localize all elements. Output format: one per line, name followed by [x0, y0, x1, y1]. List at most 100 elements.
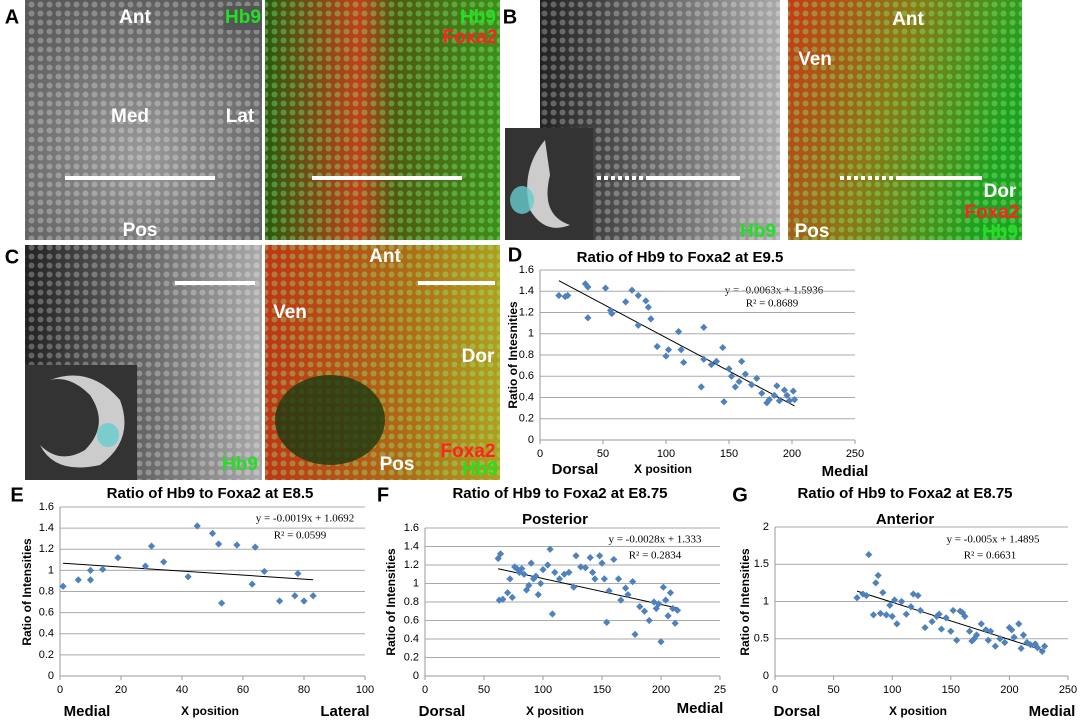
data-point: [673, 606, 682, 614]
x-end-label: Medial: [822, 463, 869, 480]
data-point: [735, 377, 743, 386]
data-point: [886, 601, 894, 609]
data-point: [725, 365, 733, 373]
orientation-label: Ant: [119, 7, 151, 28]
data-point: [622, 584, 630, 592]
trend-equation: y = -0.0028x + 1.333: [608, 534, 702, 546]
x-start-label: Medial: [64, 703, 111, 720]
data-point: [610, 555, 618, 564]
data-point: [208, 529, 217, 538]
trend-r2: R² = 0.2834: [629, 550, 682, 562]
data-point: [546, 545, 554, 553]
data-point: [495, 596, 503, 604]
data-point: [147, 542, 156, 550]
x-end-label: Medial: [1029, 703, 1076, 720]
data-point: [527, 559, 535, 567]
y-tick-label: 0.6: [39, 607, 54, 619]
data-point: [942, 614, 950, 622]
y-tick-label: 0: [48, 670, 54, 682]
x-tick-label: 150: [720, 448, 738, 460]
data-point: [659, 583, 667, 591]
data-point: [909, 590, 917, 598]
data-point: [617, 596, 625, 604]
data-point: [251, 543, 259, 551]
x-tick-label: 100: [534, 684, 552, 696]
data-point: [644, 303, 652, 311]
data-point: [984, 636, 992, 644]
x-tick-label: 0: [537, 448, 543, 460]
data-point: [773, 382, 781, 390]
data-point: [596, 552, 604, 560]
data-point: [977, 620, 985, 628]
y-tick-label: 0: [528, 434, 534, 446]
data-point: [961, 612, 969, 620]
data-point: [622, 298, 630, 306]
data-point: [628, 286, 636, 294]
y-tick-label: 1.6: [519, 264, 534, 276]
data-point: [876, 609, 885, 618]
data-point: [1038, 647, 1046, 656]
data-point: [675, 328, 683, 336]
cell-texture: [25, 0, 262, 240]
data-point: [551, 568, 559, 576]
channel-label: Foxa2: [965, 202, 1020, 223]
data-point: [591, 575, 599, 583]
data-point: [160, 558, 168, 566]
data-point: [935, 610, 943, 618]
data-point: [785, 397, 794, 405]
data-point: [522, 586, 531, 594]
data-point: [907, 603, 915, 611]
data-point: [506, 575, 514, 583]
trend-r2: R² = 0.8689: [746, 298, 799, 310]
data-point: [712, 357, 720, 365]
data-point: [664, 346, 673, 354]
x-tick-label: 50: [478, 684, 490, 696]
data-point: [1010, 633, 1018, 641]
data-point: [560, 570, 568, 578]
x-end-label: Lateral: [320, 703, 369, 720]
data-point: [664, 612, 672, 620]
data-point: [605, 587, 613, 595]
data-point: [888, 612, 896, 620]
channel-label: Foxa2: [443, 27, 498, 48]
x-start-label: Dorsal: [552, 461, 599, 478]
data-point: [783, 391, 791, 399]
y-tick-label: 0.8: [519, 349, 534, 361]
chart-title: Ratio of Hb9 to Foxa2 at E9.5: [577, 249, 784, 266]
data-point: [141, 562, 149, 570]
orientation-label: Pos: [123, 220, 158, 241]
data-point: [193, 522, 201, 530]
channel-label: Hb9: [225, 7, 261, 28]
data-point: [555, 575, 564, 583]
data-point: [853, 594, 861, 602]
y-axis-label: Ratio of Intensities: [738, 548, 752, 656]
y-tick-label: 0.8: [404, 596, 419, 608]
data-point: [765, 396, 773, 404]
y-tick-label: 1.6: [404, 522, 419, 534]
panel-letter: B: [503, 6, 517, 28]
data-point: [653, 342, 661, 351]
y-tick-label: 0.4: [404, 633, 419, 645]
data-point: [309, 592, 317, 600]
x-tick-label: 250: [846, 448, 864, 460]
panel-letter: F: [377, 484, 389, 506]
data-point: [584, 283, 592, 291]
data-point: [890, 596, 899, 604]
data-point: [614, 575, 623, 583]
data-point: [677, 346, 685, 354]
panel-letter: G: [732, 484, 748, 506]
data-point: [879, 588, 887, 597]
data-point: [662, 352, 670, 360]
trend-r2: R² = 0.6631: [964, 550, 1017, 562]
chart-title: Ratio of Hb9 to Foxa2 at E8.75: [797, 485, 1012, 502]
cell-texture: [265, 0, 500, 240]
data-point: [504, 589, 512, 597]
data-point: [601, 284, 610, 292]
data-point: [300, 597, 308, 605]
data-point: [645, 616, 653, 625]
data-point: [544, 561, 552, 569]
data-point: [588, 568, 597, 576]
x-start-label: Dorsal: [419, 703, 466, 720]
data-point: [513, 565, 521, 573]
